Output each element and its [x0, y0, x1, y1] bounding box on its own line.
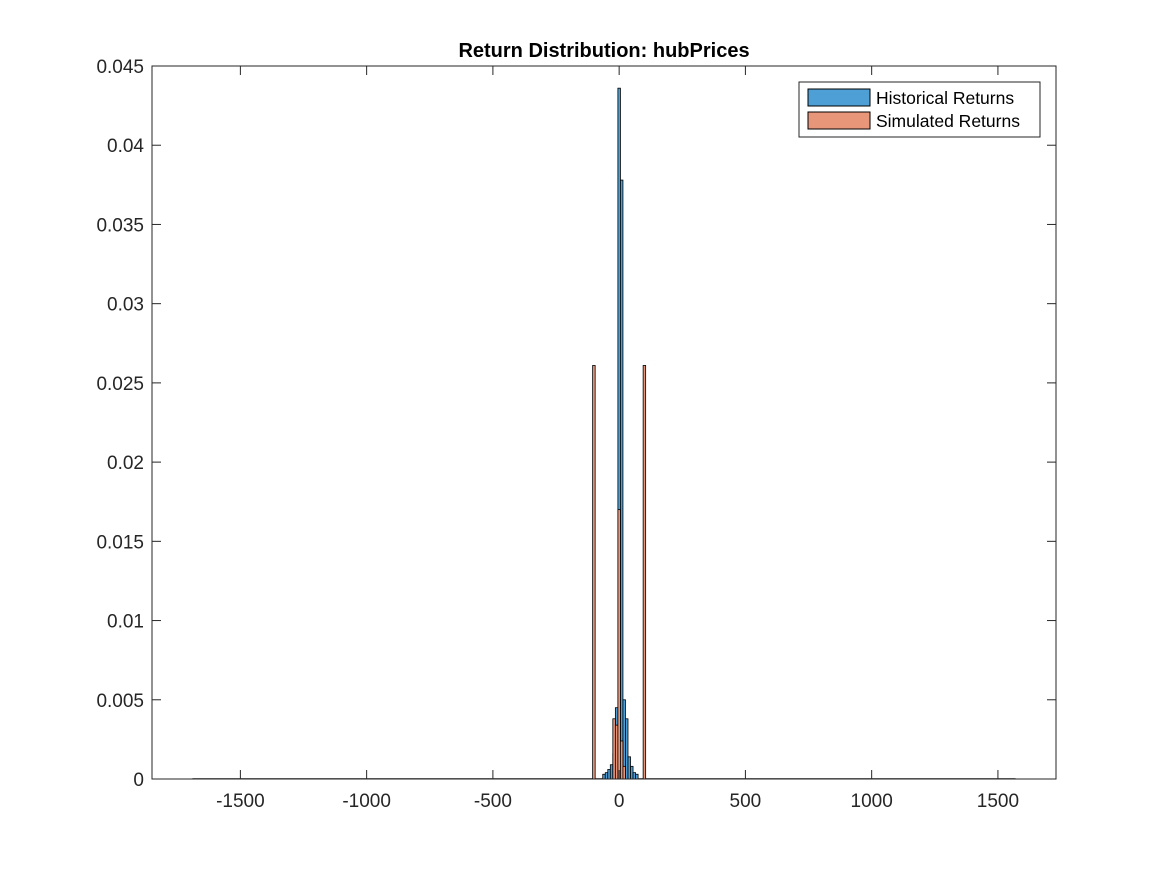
legend-swatch-simulated	[807, 111, 871, 130]
legend-label-historical: Historical Returns	[876, 88, 1014, 108]
y-tick-label: 0.015	[96, 532, 144, 553]
legend-swatch-historical	[807, 88, 871, 107]
x-tick-label: 1500	[977, 791, 1019, 812]
y-tick-label: 0.03	[107, 295, 144, 316]
plot-area	[152, 66, 1056, 779]
bar-series-1-bin-0	[592, 365, 596, 780]
y-tick-label: 0	[133, 770, 144, 791]
x-tick-label: 500	[730, 791, 762, 812]
y-tick-label: 0.02	[107, 453, 144, 474]
x-tick-label: -1000	[342, 791, 391, 812]
legend-label-simulated: Simulated Returns	[876, 111, 1020, 131]
bar-series-1-bin-3	[617, 509, 621, 780]
y-tick-label: 0.025	[96, 374, 144, 395]
legend: Historical Returns Simulated Returns	[798, 81, 1041, 138]
y-tick-label: 0.005	[96, 691, 144, 712]
bar-series-0-bin-13	[635, 773, 639, 780]
y-tick-label: 0.045	[96, 57, 144, 78]
y-tick-label: 0.01	[107, 612, 144, 633]
y-tick-label: 0.04	[107, 136, 144, 157]
ticks-layer: -1500 -1000 -500 0 500 1000 1500 0 0.005 0.01 0.01…	[96, 57, 1056, 812]
x-tick-label: -1500	[216, 791, 265, 812]
x-tick-label: -500	[474, 791, 512, 812]
axes-box	[151, 65, 1057, 780]
bar-series-1-bin-6	[642, 365, 647, 780]
y-tick-label: 0.035	[96, 215, 144, 236]
x-tick-label: 1000	[851, 791, 893, 812]
chart-title: Return Distribution: hubPrices	[458, 40, 749, 62]
x-tick-label: 0	[614, 791, 625, 812]
bar-series-1-bin-5	[622, 765, 626, 780]
